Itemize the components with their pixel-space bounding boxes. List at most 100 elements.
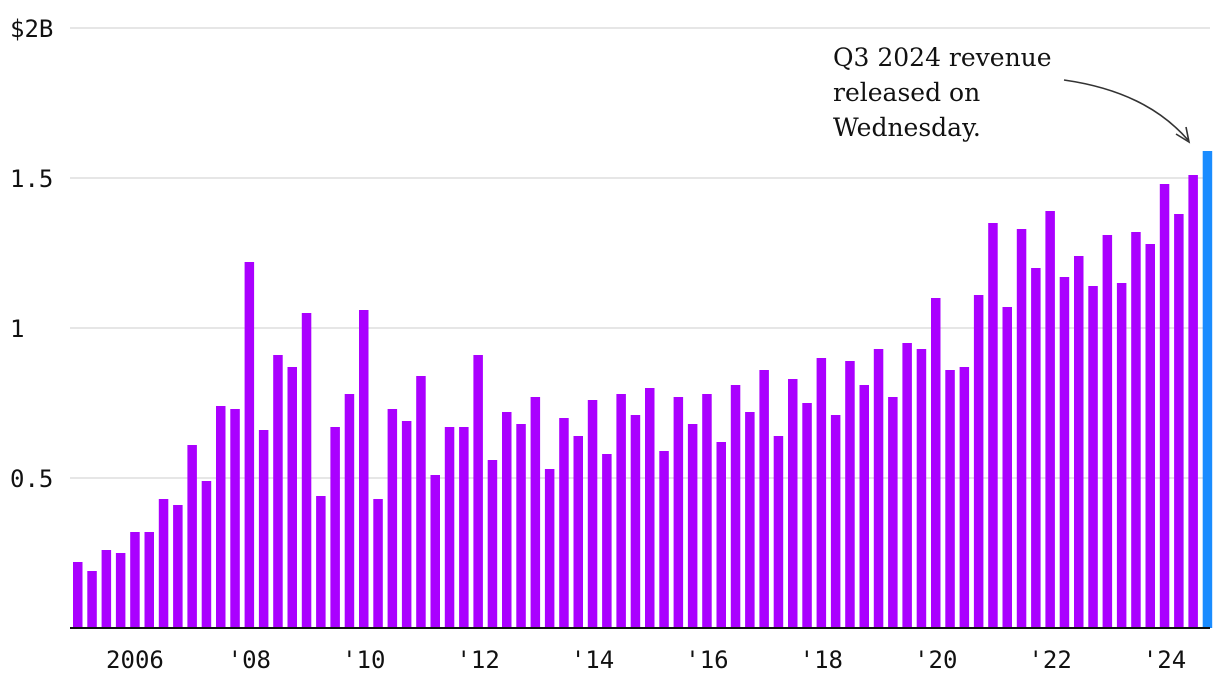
bar <box>459 427 469 628</box>
bar <box>945 370 955 628</box>
x-tick-label: '20 <box>914 646 957 674</box>
bar <box>330 427 340 628</box>
bar <box>1045 211 1055 628</box>
bar <box>1059 277 1070 628</box>
bar <box>316 496 326 628</box>
bar <box>273 355 283 628</box>
bar <box>973 295 984 628</box>
bars <box>73 151 1213 628</box>
x-tick-label: '08 <box>228 646 271 674</box>
bar <box>845 361 855 628</box>
annotation-arrowhead <box>1175 126 1191 144</box>
annotation-line-3: Wednesday. <box>833 113 981 142</box>
bar <box>516 424 526 628</box>
bar <box>1174 214 1184 628</box>
bar <box>401 421 412 628</box>
bar <box>502 412 512 628</box>
annotation-arrow <box>1063 79 1189 141</box>
bar <box>1188 175 1198 628</box>
bar <box>788 379 798 628</box>
bar <box>573 436 583 628</box>
annotation-line-2: released on <box>833 78 980 107</box>
y-axis-labels: 0.5 1 1.5 $2B <box>10 15 53 493</box>
bar <box>258 430 269 628</box>
bar <box>716 442 726 628</box>
bar <box>444 427 455 628</box>
x-tick-label: '22 <box>1028 646 1071 674</box>
bar <box>1031 268 1041 628</box>
bar <box>544 469 555 628</box>
bar <box>287 367 297 628</box>
bar <box>873 349 884 628</box>
bar <box>359 310 369 628</box>
bar <box>673 397 684 628</box>
bar <box>1074 256 1084 628</box>
bar <box>530 397 541 628</box>
bar <box>430 475 440 628</box>
bar <box>144 532 154 628</box>
annotation-text: Q3 2024 revenue released on Wednesday. <box>833 43 1060 142</box>
bar <box>1002 307 1012 628</box>
bar <box>230 409 240 628</box>
bar <box>87 571 97 628</box>
bar <box>1088 286 1098 628</box>
annotation: Q3 2024 revenue released on Wednesday. <box>833 43 1191 144</box>
bar <box>244 262 255 628</box>
x-tick-label: '10 <box>342 646 385 674</box>
bar <box>616 394 626 628</box>
x-tick-label: '18 <box>800 646 843 674</box>
bar <box>115 553 126 628</box>
bar <box>130 532 140 628</box>
bar <box>645 388 655 628</box>
bar <box>802 403 812 628</box>
x-tick-label: 2006 <box>106 646 164 674</box>
bar <box>158 499 169 628</box>
bar <box>702 394 712 628</box>
bar <box>344 394 355 628</box>
y-tick-label: $2B <box>10 15 53 43</box>
y-tick-label: 0.5 <box>10 465 53 493</box>
bar <box>1016 229 1027 628</box>
bar <box>559 418 569 628</box>
bar <box>301 313 312 628</box>
bar <box>816 358 827 628</box>
x-tick-label: '16 <box>685 646 728 674</box>
annotation-line-1: Q3 2024 revenue <box>833 43 1052 72</box>
x-tick-label: '24 <box>1143 646 1186 674</box>
y-tick-label: 1 <box>10 315 24 343</box>
bar <box>587 400 598 628</box>
bar <box>659 451 669 628</box>
bar <box>730 385 741 628</box>
bar <box>745 412 755 628</box>
bar <box>1131 232 1141 628</box>
bar <box>473 355 483 628</box>
bar <box>916 349 927 628</box>
bar <box>173 505 183 628</box>
bar <box>959 367 970 628</box>
bar <box>1116 283 1127 628</box>
bar <box>830 415 841 628</box>
bar <box>759 370 769 628</box>
bar <box>187 445 197 628</box>
bar <box>630 415 641 628</box>
bar <box>1145 244 1155 628</box>
bar <box>416 376 426 628</box>
bar <box>859 385 869 628</box>
bar <box>931 298 941 628</box>
bar <box>1102 235 1113 628</box>
bar <box>387 409 398 628</box>
bar <box>988 223 998 628</box>
bar <box>216 406 226 628</box>
x-axis-labels: 2006 '08 '10 '12 '14 '16 '18 '20 '22 '24 <box>106 646 1186 674</box>
bar-highlighted <box>1202 151 1213 628</box>
bar <box>73 562 83 628</box>
bar <box>201 481 212 628</box>
bar <box>373 499 383 628</box>
bar <box>1159 184 1170 628</box>
bar <box>888 397 898 628</box>
bar <box>773 436 784 628</box>
bar <box>902 343 912 628</box>
bar <box>101 550 112 628</box>
bar <box>687 424 698 628</box>
